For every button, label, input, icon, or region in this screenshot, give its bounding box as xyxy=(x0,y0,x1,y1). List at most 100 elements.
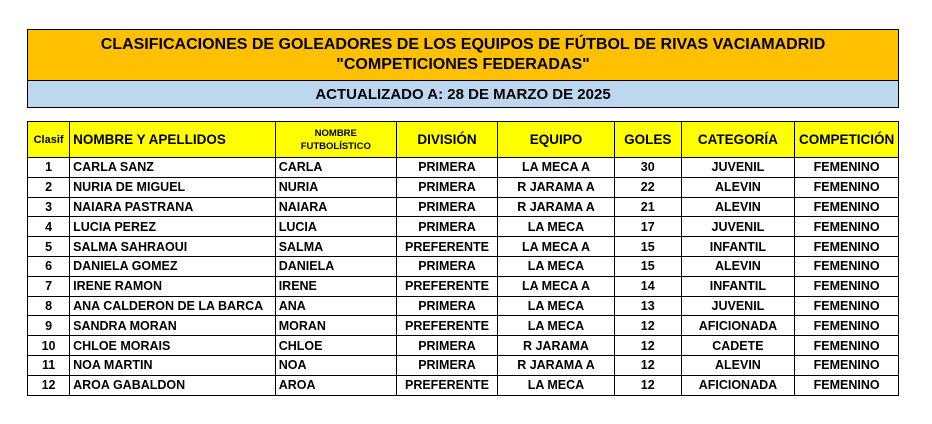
cell-competition: FEMENINO xyxy=(794,176,899,198)
table-row: 6 DANIELA GOMEZ DANIELA PRIMERA LA MECA 15 ALE… xyxy=(26,255,899,277)
cell-division: PRIMERA xyxy=(395,295,499,317)
cell-category: JUVENIL xyxy=(680,157,796,178)
cell-football-name: MORAN xyxy=(274,315,397,337)
cell-football-name: CHLOE xyxy=(274,335,397,356)
cell-competition: FEMENINO xyxy=(794,196,899,218)
header-competition: COMPETICIÓN xyxy=(794,121,899,158)
cell-team: LA MECA A xyxy=(497,157,615,178)
cell-rank: 12 xyxy=(26,374,71,396)
cell-goals: 17 xyxy=(613,216,682,238)
cell-competition: FEMENINO xyxy=(794,275,899,297)
cell-name: AROA GABALDON xyxy=(69,374,276,396)
cell-name: LUCIA PEREZ xyxy=(69,216,276,238)
cell-goals: 15 xyxy=(613,236,682,257)
cell-division: PREFERENTE xyxy=(395,236,499,257)
cell-category: INFANTIL xyxy=(680,275,796,297)
cell-competition: FEMENINO xyxy=(794,216,899,238)
cell-team: LA MECA xyxy=(497,315,615,337)
header-goals: GOLES xyxy=(613,121,682,158)
cell-football-name: SALMA xyxy=(274,236,397,257)
table-row: 1 CARLA SANZ CARLA PRIMERA LA MECA A 30 JUVENI… xyxy=(26,157,899,178)
cell-division: PREFERENTE xyxy=(395,374,499,396)
cell-name: ANA CALDERON DE LA BARCA xyxy=(69,295,276,317)
cell-rank: 2 xyxy=(26,176,71,198)
cell-football-name: NOA xyxy=(274,354,397,376)
cell-name: DANIELA GOMEZ xyxy=(69,255,276,277)
cell-goals: 21 xyxy=(613,196,682,218)
cell-category: INFANTIL xyxy=(680,236,796,257)
cell-team: LA MECA xyxy=(497,216,615,238)
cell-division: PRIMERA xyxy=(395,216,499,238)
cell-division: PRIMERA xyxy=(395,335,499,356)
cell-goals: 22 xyxy=(613,176,682,198)
cell-competition: FEMENINO xyxy=(794,236,899,257)
title-banner: CLASIFICACIONES DE GOLEADORES DE LOS EQU… xyxy=(28,30,898,81)
updated-date: ACTUALIZADO A: 28 DE MARZO DE 2025 xyxy=(315,85,611,103)
cell-football-name: NAIARA xyxy=(274,196,397,218)
header-team: EQUIPO xyxy=(497,121,615,158)
cell-competition: FEMENINO xyxy=(794,374,899,396)
cell-team: R JARAMA xyxy=(497,335,615,356)
cell-goals: 13 xyxy=(613,295,682,317)
cell-name: IRENE RAMON xyxy=(69,275,276,297)
title-line2: "COMPETICIONES FEDERADAS" xyxy=(336,56,590,73)
table-row: 12 AROA GABALDON AROA PREFERENTE LA MECA 12 AF… xyxy=(26,374,899,396)
cell-rank: 10 xyxy=(26,335,71,356)
cell-team: LA MECA xyxy=(497,255,615,277)
cell-competition: FEMENINO xyxy=(794,157,899,178)
cell-division: PREFERENTE xyxy=(395,315,499,337)
table-row: 4 LUCIA PEREZ LUCIA PRIMERA LA MECA 17 JUVENIL… xyxy=(26,216,899,238)
cell-name: CHLOE MORAIS xyxy=(69,335,276,356)
table-row: 7 IRENE RAMON IRENE PREFERENTE LA MECA A 14 IN… xyxy=(26,275,899,297)
cell-team: LA MECA A xyxy=(497,236,615,257)
table-row: 10 CHLOE MORAIS CHLOE PRIMERA R JARAMA 12 CADE… xyxy=(26,335,899,356)
cell-goals: 14 xyxy=(613,275,682,297)
cell-category: JUVENIL xyxy=(680,295,796,317)
cell-goals: 15 xyxy=(613,255,682,277)
cell-name: SANDRA MORAN xyxy=(69,315,276,337)
cell-division: PRIMERA xyxy=(395,157,499,178)
cell-team: LA MECA A xyxy=(497,275,615,297)
cell-team: R JARAMA A xyxy=(497,354,615,376)
cell-goals: 12 xyxy=(613,315,682,337)
cell-rank: 8 xyxy=(26,295,71,317)
cell-category: ALEVIN xyxy=(680,176,796,198)
table-row: 9 SANDRA MORAN MORAN PREFERENTE LA MECA 12 AFI… xyxy=(26,315,899,337)
cell-category: ALEVIN xyxy=(680,354,796,376)
cell-team: LA MECA xyxy=(497,295,615,317)
cell-rank: 4 xyxy=(26,216,71,238)
cell-division: PREFERENTE xyxy=(395,275,499,297)
cell-rank: 1 xyxy=(26,157,71,178)
scorers-table: Clasif NOMBRE Y APELLIDOS NOMBRE FUTBOLÍ… xyxy=(26,121,899,396)
header-row: Clasif NOMBRE Y APELLIDOS NOMBRE FUTBOLÍ… xyxy=(26,121,899,158)
cell-rank: 6 xyxy=(26,255,71,277)
cell-name: SALMA SAHRAOUI xyxy=(69,236,276,257)
cell-rank: 9 xyxy=(26,315,71,337)
cell-football-name: LUCIA xyxy=(274,216,397,238)
header-category: CATEGORÍA xyxy=(680,121,796,158)
cell-football-name: NURIA xyxy=(274,176,397,198)
cell-category: AFICIONADA xyxy=(680,374,796,396)
cell-competition: FEMENINO xyxy=(794,255,899,277)
cell-rank: 5 xyxy=(26,236,71,257)
cell-rank: 11 xyxy=(26,354,71,376)
table-row: 11 NOA MARTIN NOA PRIMERA R JARAMA A 12 ALEVIN… xyxy=(26,354,899,376)
cell-football-name: DANIELA xyxy=(274,255,397,277)
updated-banner: ACTUALIZADO A: 28 DE MARZO DE 2025 xyxy=(28,81,898,107)
cell-goals: 12 xyxy=(613,374,682,396)
header-football-name: NOMBRE FUTBOLÍSTICO xyxy=(274,121,397,158)
cell-category: CADETE xyxy=(680,335,796,356)
cell-category: JUVENIL xyxy=(680,216,796,238)
cell-division: PRIMERA xyxy=(395,176,499,198)
cell-competition: FEMENINO xyxy=(794,315,899,337)
cell-football-name: ANA xyxy=(274,295,397,317)
table-row: 8 ANA CALDERON DE LA BARCA ANA PRIMERA LA ME… xyxy=(26,295,899,317)
cell-competition: FEMENINO xyxy=(794,354,899,376)
cell-goals: 30 xyxy=(613,157,682,178)
cell-name: NAIARA PASTRANA xyxy=(69,196,276,218)
title-line1: CLASIFICACIONES DE GOLEADORES DE LOS EQU… xyxy=(100,36,826,53)
cell-division: PRIMERA xyxy=(395,255,499,277)
cell-competition: FEMENINO xyxy=(794,335,899,356)
